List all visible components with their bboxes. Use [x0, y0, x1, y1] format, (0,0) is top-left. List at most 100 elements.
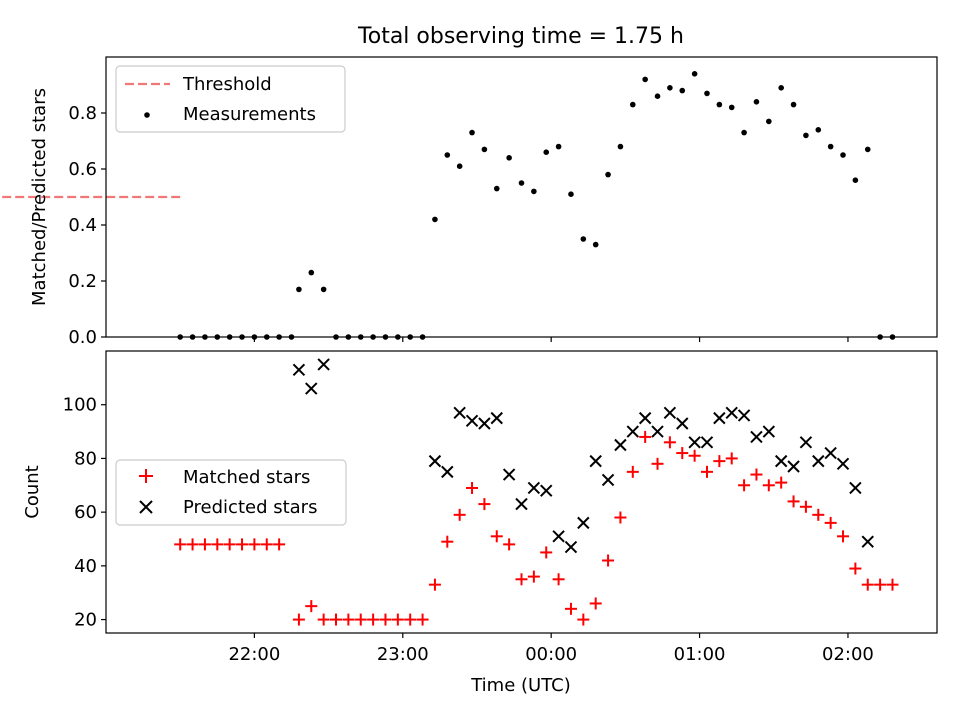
matched-star-point — [367, 613, 380, 626]
y-tick-label: 80 — [74, 448, 97, 469]
bottom-legend: Matched stars Predicted stars — [115, 459, 347, 526]
measurement-point — [605, 171, 611, 178]
matched-star-point — [453, 508, 466, 521]
top-y-axis-label: Matched/Predicted stars — [29, 88, 50, 306]
matched-star-point — [775, 476, 788, 489]
predicted-star-point — [453, 406, 466, 419]
matched-star-point — [305, 600, 318, 613]
bottom-y-axis-label: Count — [22, 465, 43, 518]
top-x-ticks — [253, 337, 849, 342]
bottom-y-axis: 20 40 60 80 100 — [63, 395, 106, 631]
predicted-star-point — [688, 436, 701, 449]
measurement-point — [827, 143, 834, 150]
predicted-star-point — [577, 516, 590, 530]
measurement-point — [506, 155, 512, 161]
predicted-star-point — [540, 484, 553, 497]
measurement-point — [444, 152, 451, 158]
measurement-point — [654, 93, 661, 99]
matched-star-point — [416, 613, 429, 626]
matched-star-point — [725, 452, 738, 465]
legend-predicted-swatch — [139, 500, 153, 514]
predicted-star-point — [836, 457, 850, 471]
predicted-star-point — [515, 497, 528, 511]
x-tick-label: 23:00 — [377, 644, 429, 665]
matched-star-point — [223, 538, 236, 551]
measurement-point — [741, 129, 747, 136]
y-tick-label: 100 — [63, 395, 97, 416]
matched-star-point — [651, 457, 664, 470]
top-y-axis: 0.0 0.2 0.4 0.6 0.8 — [68, 103, 106, 348]
matched-star-point — [490, 530, 503, 543]
matched-star-point — [330, 613, 343, 626]
legend-threshold-label: Threshold — [182, 74, 272, 95]
matched-star-point — [849, 562, 862, 575]
measurement-point — [580, 236, 587, 242]
measurement-point — [555, 143, 562, 150]
chart-title: Total observing time = 1.75 h — [357, 24, 684, 49]
matched-star-point — [577, 613, 590, 626]
predicted-star-point — [737, 409, 751, 422]
top-panel: 0.00.20.40.60.8 Matched/Predicted stars … — [0, 56, 938, 348]
y-tick-label: 60 — [74, 502, 97, 523]
x-tick-label: 00:00 — [525, 644, 577, 665]
predicted-star-point — [663, 406, 677, 419]
matched-star-point — [874, 578, 887, 591]
predicted-star-point — [774, 454, 788, 468]
measurement-point — [790, 101, 797, 108]
legend-matched-swatch — [139, 469, 153, 483]
matched-star-point — [589, 597, 602, 610]
y-tick-label: 0.0 — [68, 327, 97, 348]
matched-star-point — [198, 538, 211, 551]
predicted-star-point — [305, 382, 318, 395]
measurement-point — [679, 87, 686, 94]
measurement-point — [667, 85, 673, 91]
matched-star-point — [837, 530, 850, 543]
matched-star-point — [676, 447, 689, 460]
predicted-star-point — [651, 425, 664, 438]
measurement-point — [481, 146, 488, 153]
matched-star-point — [354, 613, 367, 626]
predicted-star-point — [676, 417, 689, 430]
y-tick-label: 0.2 — [68, 271, 97, 292]
predicted-star-point — [861, 535, 874, 548]
measurement-point — [766, 118, 772, 125]
matched-star-point — [663, 436, 676, 449]
predicted-star-point — [601, 473, 615, 487]
matched-star-point — [379, 613, 392, 626]
bottom-x-axis: 22:00 23:00 00:00 01:00 02:00 — [228, 633, 874, 665]
measurement-point — [778, 85, 784, 91]
measurement-point — [617, 143, 624, 150]
predicted-star-point — [490, 411, 503, 425]
matched-star-point — [174, 538, 187, 551]
matched-star-point — [639, 430, 652, 443]
measurement-point — [531, 188, 537, 195]
legend-measurements-label: Measurements — [183, 104, 316, 125]
measurement-point — [568, 191, 574, 197]
predicted-star-point — [725, 406, 738, 419]
matched-star-point — [515, 573, 528, 586]
predicted-star-point — [614, 438, 627, 452]
predicted-star-point — [552, 530, 565, 543]
x-tick-label: 02:00 — [822, 644, 874, 665]
matched-star-point — [886, 578, 899, 591]
measurement-point — [704, 90, 710, 97]
measurement-point — [493, 185, 500, 192]
matched-star-point — [248, 538, 261, 551]
measurement-point — [308, 269, 315, 276]
measurement-point — [864, 146, 871, 153]
predicted-star-point — [713, 411, 726, 425]
y-tick-label: 0.8 — [68, 103, 97, 124]
matched-star-point — [626, 465, 639, 478]
legend-matched-label: Matched stars — [183, 467, 310, 488]
matched-star-point — [186, 538, 199, 551]
matched-star-point — [478, 498, 491, 511]
predicted-star-point — [564, 540, 578, 554]
measurement-point — [728, 104, 735, 111]
x-tick-label: 01:00 — [674, 644, 726, 665]
predicted-star-point — [812, 454, 825, 468]
matched-star-point — [211, 538, 224, 551]
measurement-point — [753, 99, 760, 105]
matched-star-point — [552, 573, 565, 586]
matched-star-point — [466, 481, 479, 494]
